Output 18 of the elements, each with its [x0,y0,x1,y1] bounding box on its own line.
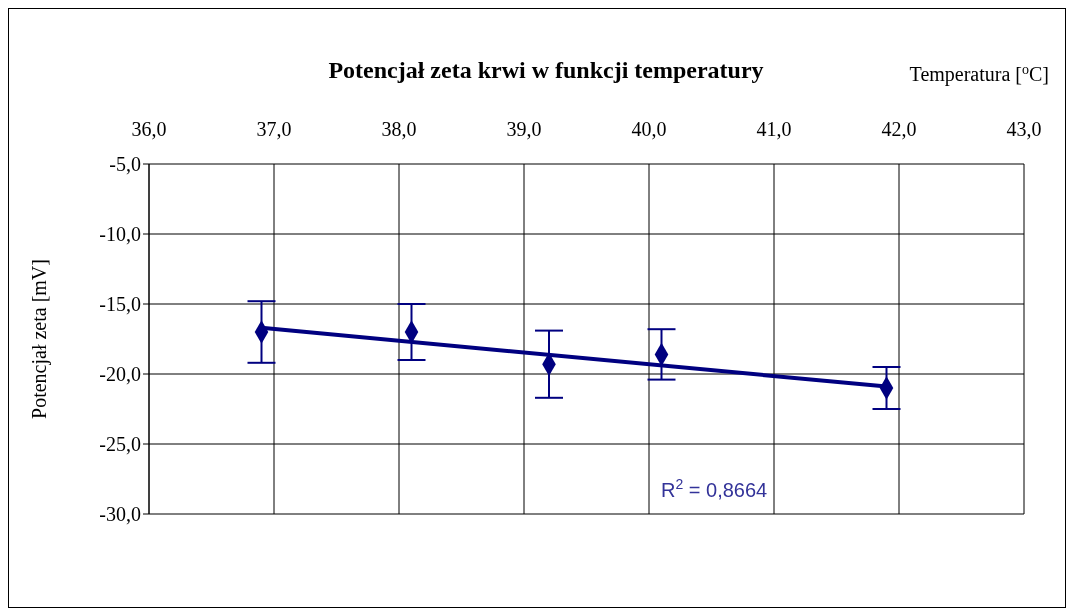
y-tick-label: -20,0 [99,363,141,386]
x-tick-label: 38,0 [381,118,417,140]
y-tick-label: -15,0 [99,293,141,316]
y-tick-label: -10,0 [99,223,141,246]
y-tick-label: -30,0 [99,503,141,526]
x-tick-label: 37,0 [256,118,292,140]
x-tick-label: 42,0 [881,118,917,140]
x-tick-label: 39,0 [506,118,542,140]
x-tick-label: 40,0 [631,118,667,140]
x-tick-label: 41,0 [756,118,792,140]
x-axis-title: Temperatura [$^{o}$C] [909,61,1049,86]
y-axis-title: Potencjał zeta [mV] [28,259,52,419]
x-tick-label: 43,0 [1006,118,1042,140]
y-tick-label: -25,0 [99,433,141,456]
annotation: R$^{2}$ = 0,8664 [661,476,768,501]
chart-title: Potencjał zeta krwi w funkcji temperatury [328,57,764,83]
x-tick-label: 36,0 [131,118,167,140]
y-tick-label: -5,0 [109,153,141,176]
